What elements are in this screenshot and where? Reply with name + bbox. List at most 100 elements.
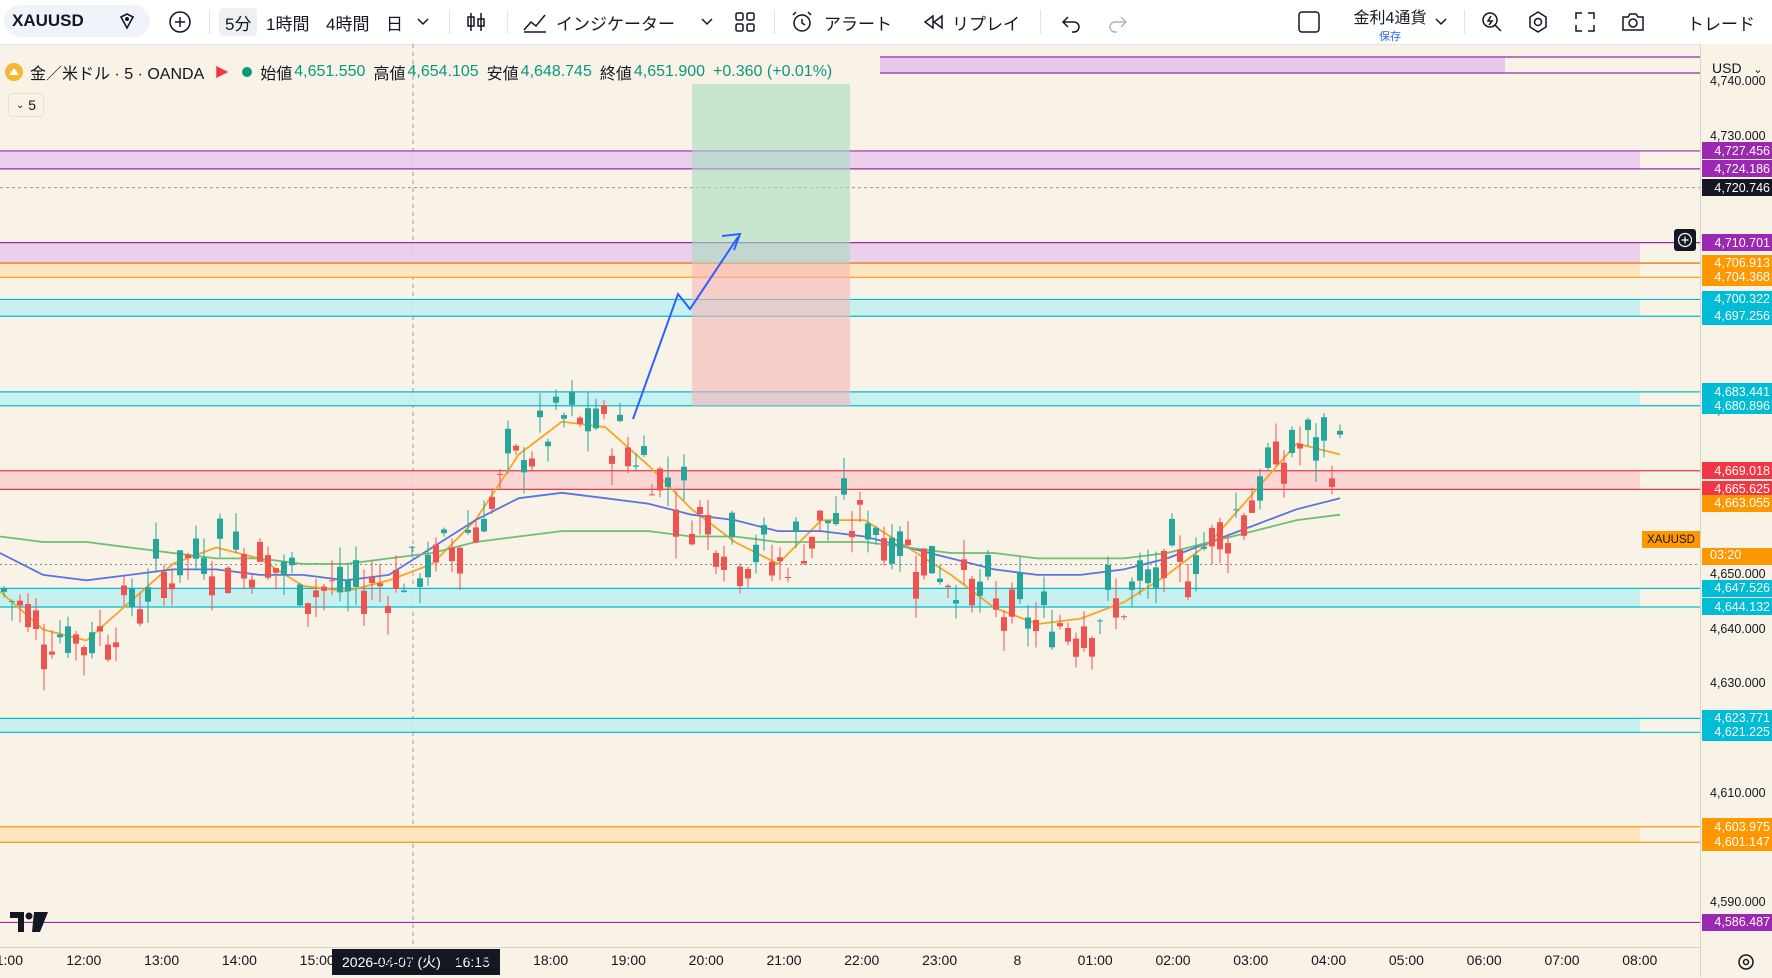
candle-body [473, 527, 479, 543]
chevron-down-icon: ⌄ [1753, 64, 1763, 76]
quick-search-button[interactable] [1480, 8, 1504, 36]
trade-button[interactable]: トレード [1687, 14, 1755, 34]
time-axis-settings[interactable] [1736, 952, 1756, 977]
currency-select[interactable]: USD ⌄ [1712, 60, 1762, 76]
candle-body [81, 647, 87, 656]
price-label: 4,601.147 [1702, 833, 1772, 851]
moving-average-line [0, 491, 1341, 582]
layout-name-block[interactable]: 金利4通貨 保存 [1340, 4, 1440, 44]
camera-icon [1622, 13, 1644, 31]
timeframe-5m[interactable]: 5分 [219, 8, 258, 36]
undo-button[interactable] [1060, 8, 1082, 36]
candle-body [137, 609, 143, 624]
add-alert-button[interactable] [1674, 229, 1696, 251]
candle-body [1249, 500, 1255, 513]
symbol-legend[interactable]: 金／米ドル · 5 · OANDA 始値 4,651.550 高値 4,654.10… [4, 60, 832, 84]
time-axis[interactable] [0, 947, 1700, 978]
candle-body [1025, 617, 1031, 629]
candle-body [1129, 581, 1135, 590]
bar-countdown: 03:20 [1702, 548, 1772, 565]
candle-body [393, 570, 399, 589]
compare-icon[interactable] [118, 12, 136, 30]
plus-circle-icon [169, 11, 191, 33]
symbol-search[interactable]: XAUUSD [4, 5, 150, 37]
drawings[interactable] [632, 232, 742, 420]
fullscreen-button[interactable] [1574, 8, 1596, 36]
candle-body [873, 527, 879, 535]
symbol-price-tag: XAUUSD [1642, 531, 1700, 548]
long-position-tool[interactable] [692, 84, 850, 406]
candle-body [609, 455, 615, 464]
candle-body [1257, 476, 1263, 501]
open-label: 始値 [260, 66, 293, 83]
time-tick: 18:00 [533, 952, 569, 968]
candle-body [977, 581, 983, 596]
settings-button[interactable] [1526, 8, 1550, 36]
price-label: 4,603.975 [1702, 818, 1772, 836]
candle-body [1049, 631, 1055, 648]
indicators-dropdown[interactable] [700, 8, 714, 36]
candle-body [1057, 623, 1063, 627]
layout-select-checkbox[interactable] [1297, 8, 1321, 36]
time-tick: 05:00 [1388, 952, 1424, 968]
candle-body [553, 396, 559, 403]
candle-body [1145, 569, 1151, 584]
candle-body [1265, 447, 1271, 468]
legend-zone [880, 57, 1505, 73]
candle-body [961, 559, 967, 571]
candle-body [905, 539, 911, 546]
replay-button[interactable]: リプレイ [922, 8, 1020, 36]
alert-button[interactable]: アラート [790, 8, 892, 36]
layout-dropdown[interactable] [1434, 8, 1448, 36]
candle-body [913, 571, 919, 599]
candle-body [657, 468, 663, 491]
price-label: 4,621.225 [1702, 723, 1772, 741]
timeframe-1h[interactable]: 1時間 [266, 14, 310, 34]
candle-body [1329, 478, 1335, 487]
legend-collapse-button[interactable]: ⌄ 5 [8, 93, 44, 117]
timeframe-dropdown[interactable] [416, 8, 430, 36]
indicators-button[interactable]: インジケーター [522, 8, 675, 36]
timeframe-1d[interactable]: 日 [386, 14, 403, 34]
chart-type-button[interactable] [464, 8, 488, 36]
layouts-button[interactable] [734, 8, 756, 36]
candle-body [1273, 441, 1279, 465]
open-value: 4,651.550 [294, 63, 366, 80]
add-symbol-button[interactable] [168, 8, 192, 36]
candle-body [929, 546, 935, 574]
candle-body [921, 548, 927, 576]
change-value: +0.360 (+0.01%) [713, 63, 833, 80]
moving-averages [0, 420, 1341, 642]
timeframe-4h[interactable]: 4時間 [326, 14, 370, 34]
tradingview-logo-icon [10, 912, 48, 932]
candle-body [377, 583, 383, 587]
price-chart[interactable] [0, 44, 1700, 947]
candle-body [617, 414, 623, 422]
candle-body [809, 536, 815, 549]
gear-icon [1529, 11, 1547, 33]
candle-body [297, 584, 303, 606]
candle-body [1017, 572, 1023, 600]
price-label: 4,727.456 [1702, 142, 1772, 160]
candle-body [113, 642, 119, 648]
candle-body [241, 554, 247, 579]
time-tick: 22:00 [844, 952, 880, 968]
time-tick: 17:00 [455, 952, 491, 968]
candle-body [161, 571, 167, 598]
redo-button[interactable] [1107, 8, 1129, 36]
legend-title: 金／米ドル · 5 · OANDA [30, 66, 205, 83]
price-tick: 4,740.000 [1710, 74, 1766, 89]
market-status-icon [242, 67, 253, 77]
time-tick: 8 [1013, 952, 1022, 968]
snapshot-button[interactable] [1620, 8, 1646, 36]
candle-body [1281, 462, 1287, 484]
candle-body [545, 441, 551, 447]
close-value: 4,651.900 [633, 63, 706, 80]
candle-body [313, 590, 319, 598]
candle-body [385, 605, 391, 614]
layout-name: 金利4通貨 [1353, 10, 1427, 27]
candle-body [417, 578, 423, 587]
flag-icon[interactable] [216, 66, 229, 78]
candle-body [529, 458, 535, 467]
alert-label: アラート [824, 14, 892, 34]
